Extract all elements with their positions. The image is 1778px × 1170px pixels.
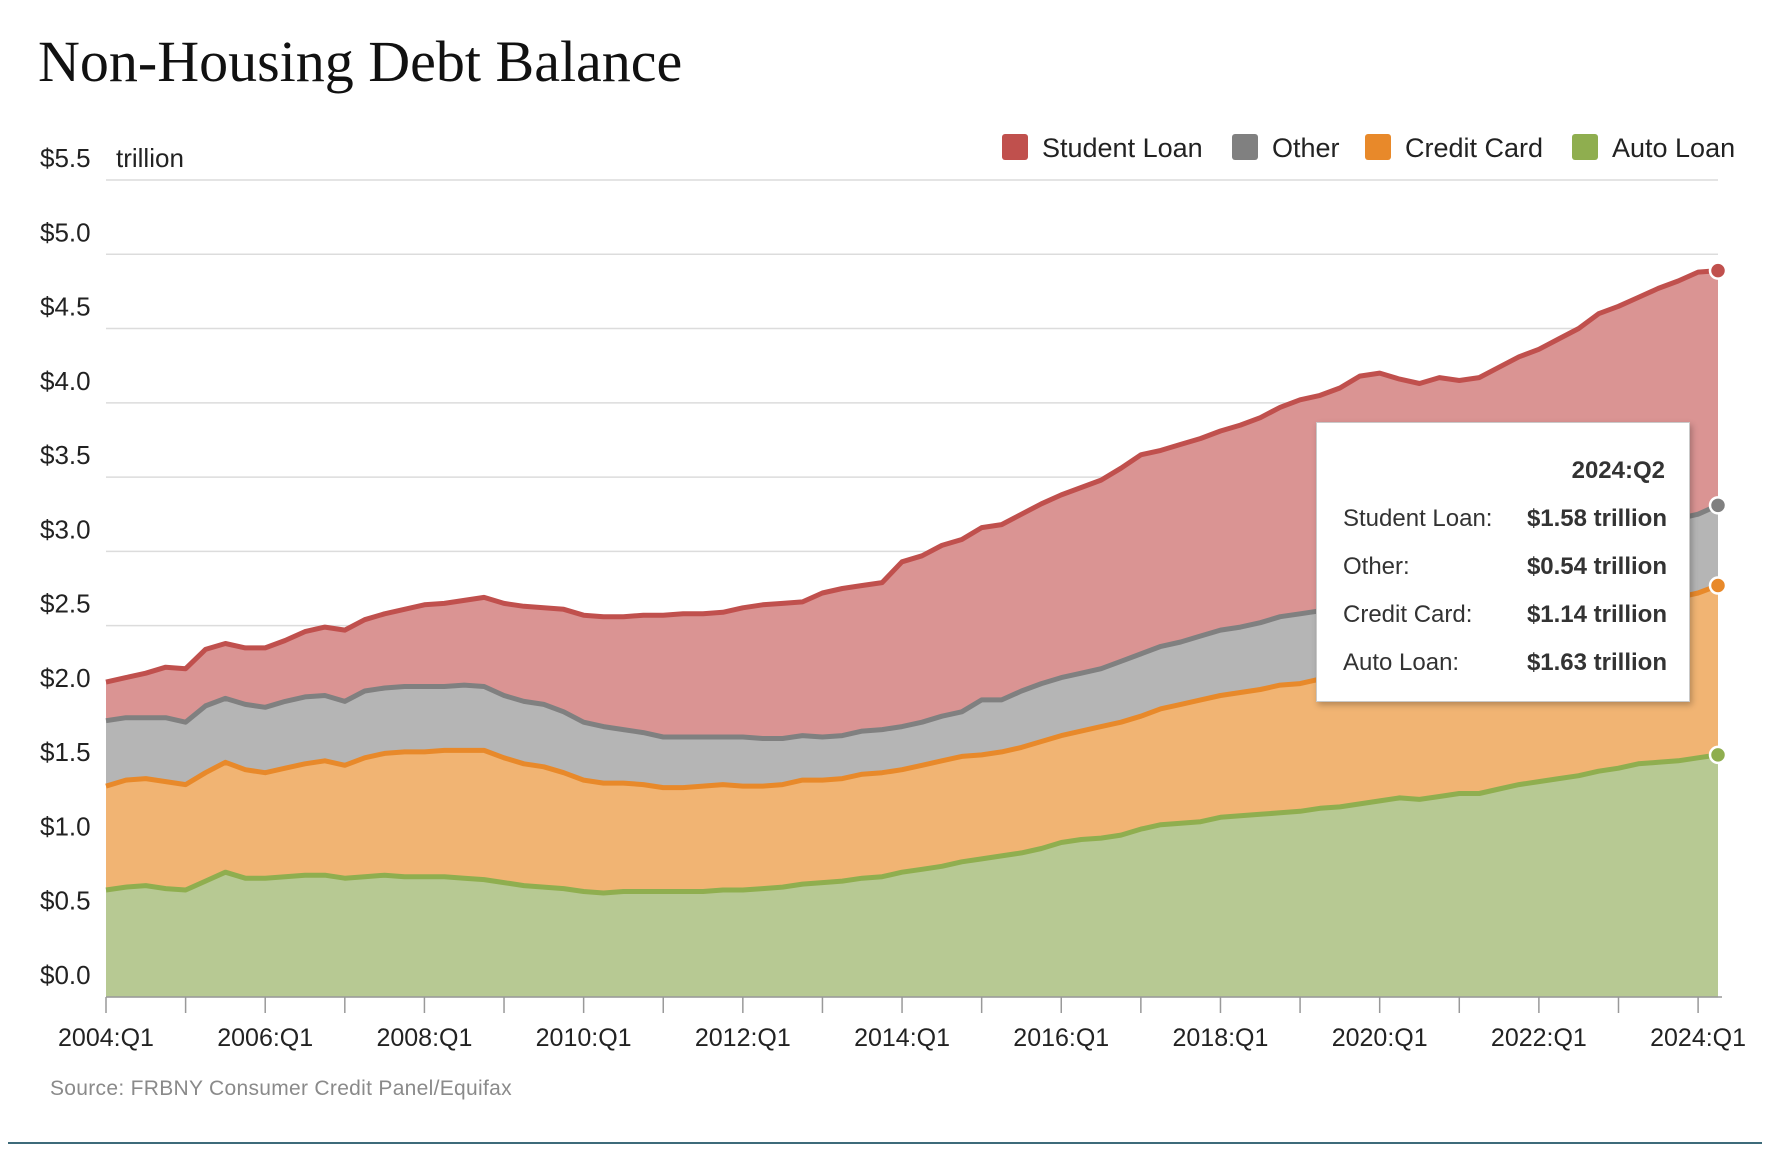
end-markers[interactable] — [1708, 261, 1728, 765]
tooltip-value: $1.63 trillion — [1526, 649, 1667, 676]
x-tick-label: 2020:Q1 — [1332, 1024, 1428, 1052]
tooltip-label: Student Loan: — [1343, 505, 1493, 532]
source-note: Source: FRBNY Consumer Credit Panel/Equi… — [50, 1077, 512, 1100]
axes: $0.0 $0.5 $1.0 $1.5 $2.0 $2.5 $3.0 $3.5 $4.0 $4.5… — [40, 143, 1746, 1052]
tooltip-label: Auto Loan: — [1343, 649, 1460, 676]
y-tick-label: $2.5 — [40, 589, 91, 619]
end-marker-auto-loan[interactable] — [1708, 745, 1728, 765]
legend-item-student-loan[interactable]: Student Loan — [1002, 133, 1203, 163]
tooltip-value: $1.14 trillion — [1526, 601, 1667, 628]
x-tick-label: 2006:Q1 — [217, 1024, 313, 1052]
area-student-loan — [106, 270, 1718, 739]
y-tick-label: $5.5 — [40, 143, 91, 173]
legend-label: Credit Card — [1405, 133, 1543, 163]
area-credit-card — [106, 585, 1718, 893]
x-tick-label: 2008:Q1 — [376, 1024, 472, 1052]
legend-swatch — [1572, 134, 1598, 160]
hover-tooltip: 2024:Q2 Student Loan: $1.58 trillion Oth… — [1316, 422, 1690, 702]
legend-item-other[interactable]: Other — [1232, 133, 1340, 163]
legend-label: Auto Loan — [1612, 133, 1735, 163]
tooltip-date: 2024:Q2 — [1571, 457, 1665, 484]
legend-swatch — [1365, 134, 1391, 160]
y-tick-label: $2.0 — [40, 663, 91, 693]
x-tick-label: 2004:Q1 — [58, 1024, 154, 1052]
x-tick-label: 2014:Q1 — [854, 1024, 950, 1052]
legend-label: Other — [1272, 133, 1340, 163]
y-axis-unit-label: trillion — [116, 143, 184, 173]
legend-label: Student Loan — [1042, 133, 1203, 163]
tooltip-value: $1.58 trillion — [1526, 505, 1667, 532]
legend-item-credit-card[interactable]: Credit Card — [1365, 133, 1543, 163]
y-tick-label: $3.5 — [40, 440, 91, 470]
area-other — [106, 505, 1718, 788]
bottom-divider — [8, 1142, 1762, 1144]
x-tick-label: 2012:Q1 — [695, 1024, 791, 1052]
end-marker-credit-card[interactable] — [1708, 576, 1728, 595]
end-marker-student-loan[interactable] — [1708, 261, 1728, 280]
y-tick-label: $4.0 — [40, 366, 91, 396]
legend-item-auto-loan[interactable]: Auto Loan — [1572, 133, 1735, 163]
chart-title: Non-Housing Debt Balance — [38, 29, 683, 94]
y-tick-label: $1.0 — [40, 811, 91, 841]
tooltip-value: $0.54 trillion — [1526, 553, 1667, 580]
legend-swatch — [1232, 134, 1258, 160]
y-tick-label: $3.0 — [40, 514, 91, 544]
line-student-loan — [105, 268, 1719, 685]
y-tick-label: $4.5 — [40, 292, 91, 322]
tooltip-label: Credit Card: — [1343, 601, 1473, 628]
x-tick-label: 2010:Q1 — [536, 1024, 632, 1052]
y-tick-label: $5.0 — [40, 217, 91, 247]
tooltip-label: Other: — [1343, 553, 1410, 580]
y-tick-label: $1.5 — [40, 737, 91, 767]
area-auto-loan — [106, 754, 1718, 997]
legend[interactable]: Student Loan Other Credit Card Auto Loan — [1002, 133, 1735, 163]
end-marker-other[interactable] — [1708, 496, 1728, 515]
stacked-areas — [105, 268, 1720, 997]
x-tick-label: 2018:Q1 — [1173, 1024, 1269, 1052]
y-tick-label: $0.0 — [40, 960, 91, 990]
x-tick-label: 2016:Q1 — [1013, 1024, 1109, 1052]
y-tick-label: $0.5 — [40, 886, 91, 916]
legend-swatch — [1002, 134, 1028, 160]
line-auto-loan — [105, 752, 1719, 896]
x-tick-label: 2024:Q1 — [1650, 1024, 1746, 1052]
x-tick-label: 2022:Q1 — [1491, 1024, 1587, 1052]
